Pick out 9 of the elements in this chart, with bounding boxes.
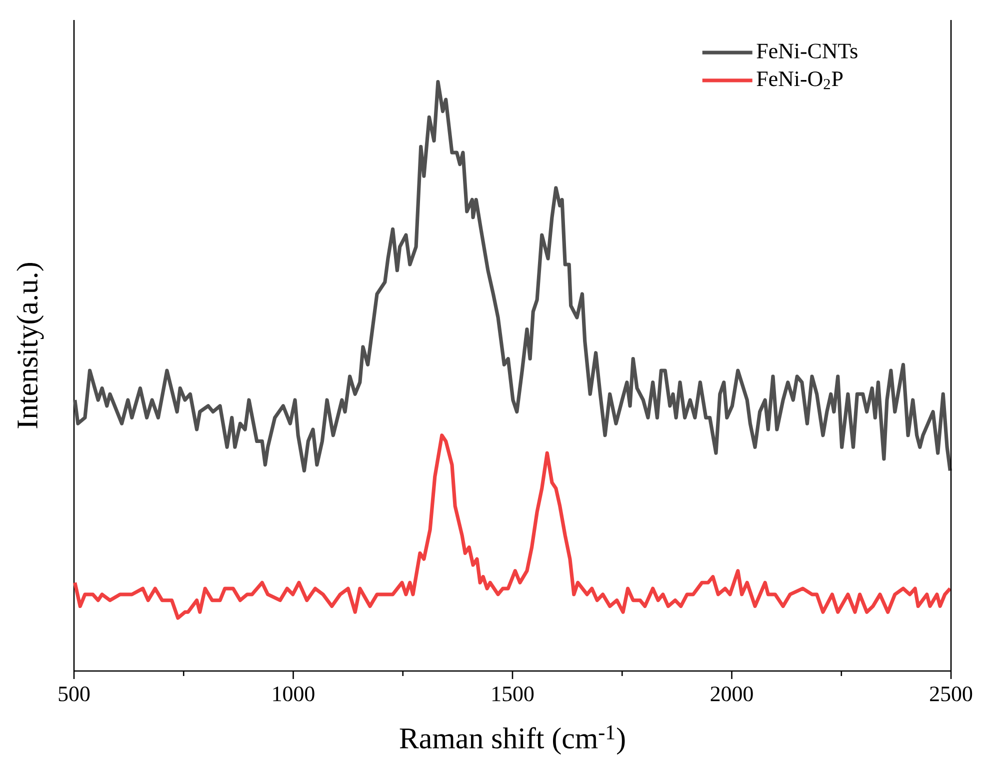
- legend-label: FeNi-O$_{2}$P: [756, 71, 843, 90]
- x-axis-title: Raman shift (cm$^{-1}$): [400, 725, 625, 755]
- legend-label: FeNi-CNTs: [756, 44, 858, 58]
- x-tick-label: 2000: [710, 686, 753, 702]
- x-tick-label: 500: [58, 686, 90, 702]
- y-axis-title: Intensity(a.u.): [16, 262, 44, 428]
- x-tick-label: 1500: [492, 686, 534, 702]
- x-tick-label: 2500: [930, 686, 972, 702]
- x-tick-label: 1000: [273, 686, 314, 702]
